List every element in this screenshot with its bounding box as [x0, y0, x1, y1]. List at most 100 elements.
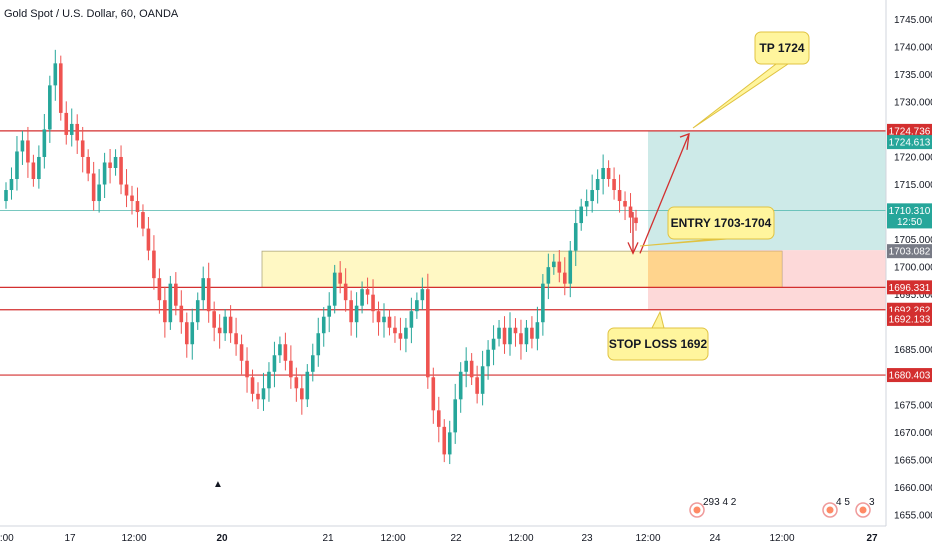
stop-loss-callout-pointer	[651, 310, 665, 329]
candle	[256, 393, 260, 400]
candle	[519, 333, 523, 345]
candle	[239, 344, 244, 361]
candle	[393, 327, 397, 334]
candle	[294, 377, 299, 389]
candle	[398, 333, 403, 339]
candle	[360, 289, 364, 306]
price-tick-label: 1685.000	[894, 345, 932, 356]
candle	[135, 201, 140, 213]
candle	[146, 228, 151, 251]
time-tick-label: 24	[709, 533, 721, 544]
time-tick-label: 12:00	[380, 533, 405, 544]
candle	[15, 151, 19, 180]
candle	[163, 300, 167, 323]
candle	[37, 156, 41, 180]
candle	[58, 63, 63, 113]
candle	[332, 272, 337, 306]
candle	[97, 184, 101, 202]
candle	[157, 278, 162, 301]
price-tick-label: 1665.000	[894, 455, 932, 466]
candle	[245, 360, 249, 378]
price-tick-label: 1700.000	[894, 263, 932, 274]
stop-loss-callout-box[interactable]	[607, 327, 709, 361]
time-tick-label: 2:00	[0, 533, 14, 544]
price-tick-label: 1715.000	[894, 180, 932, 191]
event-icon-center	[826, 506, 834, 514]
candle	[606, 167, 611, 180]
candle	[272, 355, 277, 372]
price-tick-label: 1670.000	[894, 428, 932, 439]
candle	[289, 360, 293, 378]
candle	[573, 223, 578, 251]
candle	[530, 327, 534, 339]
event-label: 293 4 2	[703, 497, 737, 508]
candle	[447, 432, 452, 455]
candle	[469, 360, 474, 378]
candle	[415, 300, 419, 312]
candle	[206, 278, 211, 312]
tp-callout-box[interactable]	[754, 31, 810, 65]
candle	[557, 261, 562, 273]
candle	[26, 140, 30, 163]
time-tick-label: 12:00	[121, 533, 146, 544]
candle	[124, 184, 129, 196]
candle	[321, 316, 326, 334]
candle	[195, 300, 200, 323]
candle	[387, 316, 392, 328]
tp-callout-text: TP 1724	[759, 41, 804, 55]
price-tag	[887, 280, 932, 295]
candle	[31, 162, 36, 180]
candle	[108, 162, 112, 168]
time-tick-label: 12:00	[769, 533, 794, 544]
up-arrow-marker: ▲	[213, 479, 223, 490]
event-icon-center	[859, 506, 867, 514]
candle	[349, 300, 353, 323]
time-tick-label: 23	[581, 533, 593, 544]
price-tick-label: 1675.000	[894, 400, 932, 411]
candle	[80, 140, 85, 157]
candle	[595, 179, 600, 191]
up-arrow-shaft	[639, 133, 690, 254]
candle	[212, 311, 216, 328]
candle	[179, 305, 184, 323]
candle	[102, 162, 107, 185]
price-tag-label: 1680.403	[889, 371, 931, 382]
candle	[508, 327, 512, 345]
candle	[20, 140, 25, 152]
candle	[261, 388, 266, 400]
candle	[502, 327, 507, 345]
price-tag-label: 1724.613	[889, 138, 931, 149]
candle	[420, 289, 425, 301]
price-tag-label: 1696.331	[889, 283, 931, 294]
candle	[9, 179, 14, 191]
candle	[310, 355, 315, 372]
price-tag	[887, 203, 932, 218]
candle	[376, 311, 381, 323]
time-tick-label: 12:00	[508, 533, 533, 544]
time-tick-label: 17	[64, 533, 76, 544]
candle	[283, 344, 288, 361]
stop-loss-callout-text: STOP LOSS 1692	[609, 337, 708, 351]
candle	[584, 201, 589, 207]
price-axis[interactable]	[886, 0, 932, 550]
candle	[190, 322, 195, 345]
candle	[617, 190, 622, 202]
candle	[201, 278, 206, 301]
candle	[174, 283, 178, 306]
price-tick-label: 1735.000	[894, 70, 932, 81]
entry-callout-text: ENTRY 1703-1704	[671, 216, 772, 230]
candle	[513, 327, 518, 334]
entry-callout-box[interactable]	[667, 206, 775, 240]
candle	[327, 305, 332, 317]
candle	[53, 63, 58, 86]
price-tag	[887, 368, 932, 383]
candle	[343, 283, 348, 301]
candle	[64, 112, 69, 135]
time-tick-label: 20	[216, 533, 228, 544]
candle	[535, 322, 540, 339]
price-tag-label: 1710.310	[889, 206, 931, 217]
candle	[623, 201, 627, 207]
candle	[579, 206, 584, 224]
candle	[497, 327, 501, 339]
